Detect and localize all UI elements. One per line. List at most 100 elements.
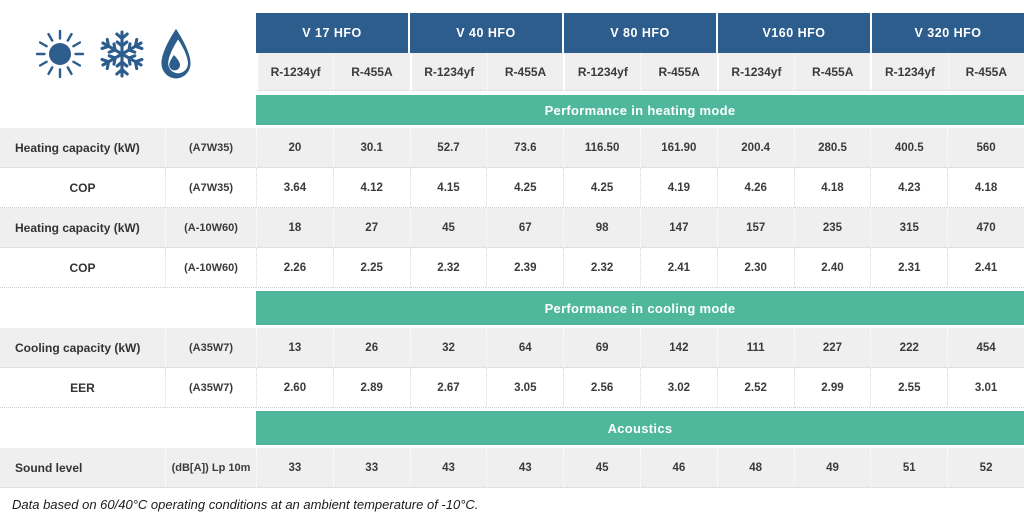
value-cell: 3.05 — [486, 368, 564, 408]
value-cell: 2.56 — [563, 368, 640, 408]
band-spacer — [0, 411, 256, 445]
model-header: V 17 HFO — [256, 13, 408, 53]
refrigerant-header: R-1234yf — [716, 53, 795, 91]
value-cell: 142 — [639, 328, 717, 368]
row-label: Heating capacity (kW) — [0, 128, 165, 168]
row-condition: (dB[A]) Lp 10m — [165, 448, 256, 488]
value-cell: 69 — [563, 328, 640, 368]
table-row: Heating capacity (kW) (A7W35) 20 30.1 52.7 73… — [0, 128, 1024, 168]
row-label: EER — [0, 368, 165, 408]
value-cell: 2.31 — [870, 248, 948, 288]
value-cell: 67 — [486, 208, 564, 248]
refrigerant-header: R-1234yf — [409, 53, 487, 91]
value-cell: 43 — [409, 448, 487, 488]
value-cell: 2.25 — [332, 248, 410, 288]
value-cell: 64 — [486, 328, 564, 368]
value-cell: 4.18 — [947, 168, 1024, 208]
value-cell: 49 — [793, 448, 871, 488]
refrigerant-header: R-455A — [640, 53, 717, 91]
value-cell: 46 — [639, 448, 717, 488]
value-cell: 33 — [332, 448, 410, 488]
value-cell: 3.64 — [256, 168, 333, 208]
model-header: V 40 HFO — [408, 13, 562, 53]
value-cell: 13 — [256, 328, 333, 368]
value-cell: 2.41 — [947, 248, 1024, 288]
value-cell: 4.26 — [716, 168, 794, 208]
model-header: V160 HFO — [716, 13, 870, 53]
value-cell: 2.32 — [563, 248, 640, 288]
performance-table: V 17 HFO V 40 HFO V 80 HFO V160 HFO V 320 HF… — [0, 13, 1024, 488]
section-band-row: Performance in heating mode — [0, 95, 1024, 125]
refrigerant-header-row: R-1234yf R-455A R-1234yf R-455A R-1234yf R-45… — [0, 53, 1024, 91]
value-cell: 200.4 — [716, 128, 794, 168]
refrigerant-header: R-455A — [794, 53, 871, 91]
row-label: Heating capacity (kW) — [0, 208, 165, 248]
value-cell: 18 — [256, 208, 333, 248]
value-cell: 3.02 — [639, 368, 717, 408]
sun-icon — [35, 29, 85, 79]
footnote: Data based on 60/40°C operating conditio… — [12, 497, 479, 512]
refrigerant-header: R-1234yf — [563, 53, 641, 91]
value-cell: 2.32 — [409, 248, 487, 288]
value-cell: 52 — [947, 448, 1024, 488]
value-cell: 4.19 — [639, 168, 717, 208]
section-title: Performance in heating mode — [256, 95, 1024, 125]
model-header: V 80 HFO — [562, 13, 716, 53]
section-title: Acoustics — [256, 411, 1024, 445]
value-cell: 20 — [256, 128, 333, 168]
refrigerant-header: R-455A — [486, 53, 564, 91]
row-condition: (A-10W60) — [165, 208, 256, 248]
value-cell: 30.1 — [332, 128, 410, 168]
snowflake-icon — [98, 30, 146, 78]
value-cell: 2.40 — [793, 248, 871, 288]
row-condition: (A-10W60) — [165, 248, 256, 288]
value-cell: 43 — [486, 448, 564, 488]
table-row: EER (A35W7) 2.60 2.89 2.67 3.05 2.56 3.02 2.52 2.… — [0, 368, 1024, 408]
value-cell: 2.89 — [332, 368, 410, 408]
row-condition: (A35W7) — [165, 368, 256, 408]
table-row: COP (A-10W60) 2.26 2.25 2.32 2.39 2.32 2.41 2.30… — [0, 248, 1024, 288]
row-label: COP — [0, 168, 165, 208]
value-cell: 2.52 — [716, 368, 794, 408]
table-row: Cooling capacity (kW) (A35W7) 13 26 32 64 69 14… — [0, 328, 1024, 368]
value-cell: 48 — [716, 448, 794, 488]
value-cell: 2.55 — [870, 368, 948, 408]
value-cell: 161.90 — [639, 128, 717, 168]
value-cell: 2.67 — [409, 368, 487, 408]
value-cell: 315 — [870, 208, 948, 248]
droplet-icon — [161, 29, 191, 79]
row-condition: (A7W35) — [165, 168, 256, 208]
refrigerant-header: R-1234yf — [256, 53, 334, 91]
value-cell: 45 — [563, 448, 640, 488]
value-cell: 33 — [256, 448, 333, 488]
value-cell: 2.39 — [486, 248, 564, 288]
value-cell: 27 — [332, 208, 410, 248]
row-condition: (A35W7) — [165, 328, 256, 368]
row-label: Cooling capacity (kW) — [0, 328, 165, 368]
value-cell: 470 — [947, 208, 1024, 248]
row-label: COP — [0, 248, 165, 288]
value-cell: 51 — [870, 448, 948, 488]
value-cell: 560 — [947, 128, 1024, 168]
value-cell: 26 — [332, 328, 410, 368]
model-header-row: V 17 HFO V 40 HFO V 80 HFO V160 HFO V 320 HF… — [0, 13, 1024, 53]
row-condition: (A7W35) — [165, 128, 256, 168]
model-header: V 320 HFO — [870, 13, 1024, 53]
value-cell: 4.15 — [409, 168, 487, 208]
value-cell: 32 — [409, 328, 487, 368]
climate-icons — [34, 28, 194, 80]
section-title: Performance in cooling mode — [256, 291, 1024, 325]
value-cell: 4.12 — [332, 168, 410, 208]
section-band-row: Performance in cooling mode — [0, 291, 1024, 325]
section-band-row: Acoustics — [0, 411, 1024, 445]
value-cell: 227 — [793, 328, 871, 368]
row-label: Sound level — [0, 448, 165, 488]
value-cell: 2.26 — [256, 248, 333, 288]
value-cell: 157 — [716, 208, 794, 248]
value-cell: 73.6 — [486, 128, 564, 168]
table-row: Sound level (dB[A]) Lp 10m 33 33 43 43 45 46 48 4… — [0, 448, 1024, 488]
value-cell: 98 — [563, 208, 640, 248]
value-cell: 147 — [639, 208, 717, 248]
table-row: COP (A7W35) 3.64 4.12 4.15 4.25 4.25 4.19 4.26 4.… — [0, 168, 1024, 208]
